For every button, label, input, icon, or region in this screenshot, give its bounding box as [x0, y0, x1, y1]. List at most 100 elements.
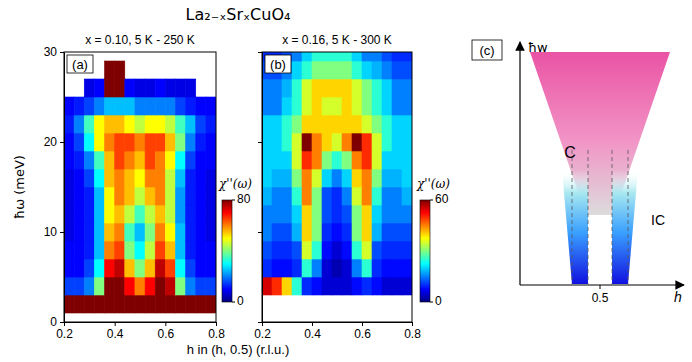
heatmap-cell	[282, 97, 292, 115]
x-tick-mark	[412, 322, 413, 326]
heatmap-cell	[135, 115, 145, 133]
heatmap-cell	[135, 223, 145, 241]
heatmap-cell	[64, 295, 74, 313]
heatmap-cell	[272, 169, 282, 187]
x-tick-mark	[262, 322, 263, 326]
heatmap-cell	[84, 169, 94, 187]
heatmap-cell	[105, 295, 115, 313]
heatmap-cell	[292, 187, 302, 205]
x-tick-label: 0.6	[157, 327, 174, 341]
colorbar-tick-label: 80	[237, 192, 251, 206]
heatmap-cell	[105, 223, 115, 241]
colorbar-body	[420, 200, 430, 302]
heatmap-cell	[165, 187, 175, 205]
heatmap-cell	[382, 115, 392, 133]
heatmap-cell	[115, 241, 125, 259]
heatmap-cell	[105, 169, 115, 187]
heatmap-cell	[292, 259, 302, 277]
y-tick-label: 0	[50, 315, 57, 329]
heatmap-cell	[125, 277, 135, 295]
heatmap-cell	[382, 277, 392, 295]
heatmap-cell	[262, 259, 272, 277]
heatmap-cell	[332, 205, 342, 223]
heatmap-cell	[155, 151, 165, 169]
heatmap-cell	[402, 133, 412, 151]
heatmap-cell	[352, 61, 362, 79]
heatmap-cell	[312, 133, 322, 151]
heatmap-cell	[382, 259, 392, 277]
heatmap-cell	[115, 115, 125, 133]
heatmap-cell	[125, 151, 135, 169]
x-tick: 0.4	[304, 322, 321, 341]
colorbar: 080χ''(ω)	[218, 177, 252, 308]
colorbar-tick-mark	[430, 200, 433, 201]
heatmap-cell	[342, 187, 352, 205]
heatmap-cell	[272, 115, 282, 133]
x-tick-mark	[115, 322, 116, 326]
heatmap-cell	[312, 223, 322, 241]
heatmap-cell	[372, 133, 382, 151]
x-tick-label: 0.4	[107, 327, 124, 341]
heatmap-cell	[145, 241, 155, 259]
heatmap-cell	[145, 97, 155, 115]
heatmap-cell	[196, 187, 206, 205]
colorbar-tick-mark	[430, 302, 433, 303]
panel-subtitle: x = 0.10, 5 K - 250 K	[85, 33, 195, 47]
heatmap-cell	[94, 169, 104, 187]
heatmap-cell	[115, 295, 125, 313]
heatmap-cell	[402, 79, 412, 97]
heatmap-cell	[145, 277, 155, 295]
heatmap-cell	[175, 133, 185, 151]
heatmap-cell	[165, 79, 175, 97]
heatmap-cell	[206, 97, 216, 115]
heatmap-cell	[105, 61, 115, 79]
x-tick: 0.8	[404, 322, 421, 341]
heatmap-cell	[165, 115, 175, 133]
heatmap-cell	[342, 133, 352, 151]
heatmap-cell	[84, 97, 94, 115]
heatmap-cell	[392, 52, 402, 61]
heatmap-cell	[175, 259, 185, 277]
heatmap-cell	[332, 52, 342, 61]
heatmap-cell	[115, 277, 125, 295]
heatmap-cell	[145, 169, 155, 187]
heatmap-cell	[262, 151, 272, 169]
heatmap-cell	[352, 133, 362, 151]
schematic-x-tick	[600, 285, 601, 289]
heatmap-cell	[64, 241, 74, 259]
schematic-x-tick-label: 0.5	[592, 291, 609, 305]
x-tick-label: 0.8	[404, 327, 421, 341]
panel-letter-box	[67, 55, 93, 73]
heatmap-cell	[352, 187, 362, 205]
heatmap-cell	[186, 169, 196, 187]
x-tick-label: 0.6	[354, 327, 371, 341]
heatmap-cell	[155, 277, 165, 295]
heatmap-cell	[175, 115, 185, 133]
heatmap-cell	[332, 187, 342, 205]
heatmap-cell	[302, 79, 312, 97]
heatmap-cell	[135, 187, 145, 205]
heatmap-cell	[165, 133, 175, 151]
dashed-guide	[628, 150, 629, 284]
heatmap-cell	[342, 259, 352, 277]
heatmap-cell	[382, 97, 392, 115]
heatmap-cell	[206, 259, 216, 277]
heatmap-cell	[105, 277, 115, 295]
heatmap-cell	[382, 205, 392, 223]
y-tick-label: 30	[44, 45, 58, 59]
heatmap-cell	[322, 133, 332, 151]
x-tick-label: 0.2	[56, 327, 73, 341]
heatmap-cell	[196, 295, 206, 313]
heatmap-cell	[332, 223, 342, 241]
heatmap-cell	[362, 205, 372, 223]
heatmap-cell	[206, 223, 216, 241]
heatmap-cell	[84, 115, 94, 133]
heatmap-cell	[292, 52, 302, 61]
heatmap-cell	[292, 97, 302, 115]
heatmap-cell	[84, 259, 94, 277]
heatmap-cell	[282, 79, 292, 97]
heatmap-cell	[84, 223, 94, 241]
y-axis-title: ħω (meV)	[12, 155, 27, 219]
heatmap-cell	[342, 151, 352, 169]
heatmap-cell	[74, 259, 84, 277]
